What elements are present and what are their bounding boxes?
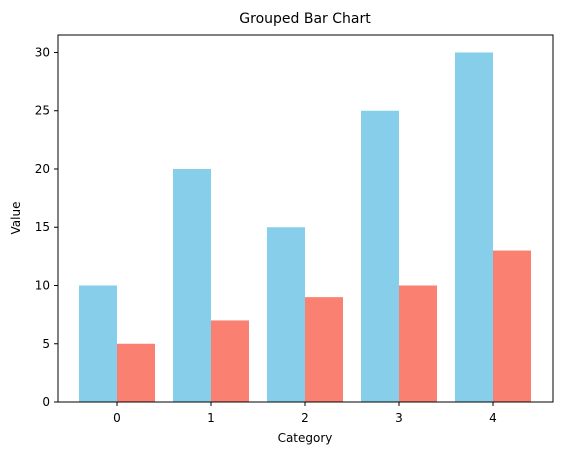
bar-series-2-category-2 xyxy=(305,297,343,402)
bar-series-1-category-0 xyxy=(79,285,117,402)
bar-series-2-category-0 xyxy=(117,343,155,402)
x-tick-label: 4 xyxy=(489,411,497,425)
y-tick-label: 30 xyxy=(35,45,50,59)
bar-series-1-category-1 xyxy=(173,168,211,402)
bar-series-2-category-3 xyxy=(399,285,437,402)
x-axis: 0 1 2 3 4 xyxy=(113,402,497,425)
y-tick-label: 5 xyxy=(42,337,50,351)
bar-series-1-category-4 xyxy=(455,52,493,402)
x-tick-label: 2 xyxy=(301,411,309,425)
bar-series-2-category-1 xyxy=(211,320,249,402)
bar-series-1-category-3 xyxy=(361,110,399,402)
plot-area xyxy=(57,34,554,403)
y-tick-label: 25 xyxy=(35,104,50,118)
bar-series-2-category-4 xyxy=(493,250,531,402)
bar-series-1-category-2 xyxy=(267,227,305,402)
y-axis-label: Value xyxy=(9,202,23,235)
x-axis-label: Category xyxy=(278,431,333,445)
y-tick-label: 10 xyxy=(35,278,50,292)
y-tick-label: 20 xyxy=(35,162,50,176)
y-axis: 0 5 10 15 20 25 30 xyxy=(35,45,58,409)
x-tick-label: 1 xyxy=(207,411,215,425)
bars xyxy=(79,52,531,402)
chart-title: Grouped Bar Chart xyxy=(239,11,371,27)
y-tick-label: 0 xyxy=(42,395,50,409)
y-tick-label: 15 xyxy=(35,220,50,234)
x-tick-label: 3 xyxy=(395,411,403,425)
x-tick-label: 0 xyxy=(113,411,121,425)
